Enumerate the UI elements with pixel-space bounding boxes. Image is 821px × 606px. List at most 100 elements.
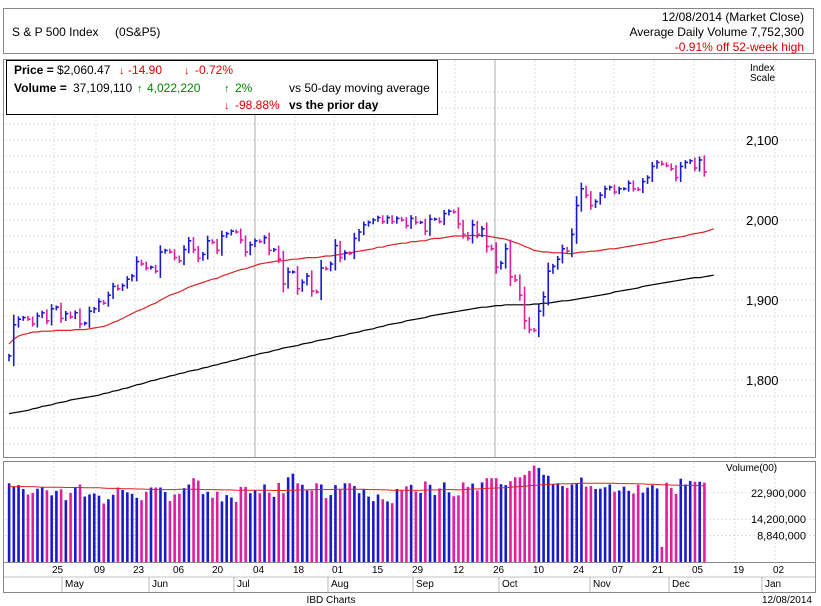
price-bar: [627, 180, 632, 192]
volume-bar: [684, 484, 687, 562]
price-bar: [296, 265, 301, 295]
volume-bar: [565, 487, 569, 562]
volume-bar: [584, 486, 588, 562]
volume-bar: [461, 482, 465, 562]
price-bar: [679, 161, 684, 183]
x-day-label: 19: [733, 565, 745, 576]
price-bar: [414, 216, 419, 225]
volume-bar: [277, 482, 281, 562]
x-day-label: 29: [412, 565, 424, 576]
volume-bar: [130, 493, 134, 562]
volume-bar: [338, 489, 342, 562]
price-bar: [50, 304, 55, 326]
volume-bar: [149, 487, 153, 562]
price-bar: [362, 221, 367, 236]
price-bar: [225, 231, 230, 238]
source-label: IBD Charts: [307, 595, 356, 606]
volume-bar: [258, 493, 262, 562]
volume-bar: [409, 484, 413, 562]
price-change: -14.90: [128, 63, 162, 77]
price-bar: [400, 216, 405, 222]
price-bar: [320, 259, 324, 301]
volume-bar: [74, 486, 77, 562]
volume-ma-up-arrow-icon: ↑: [224, 83, 230, 95]
price-bar: [254, 238, 258, 248]
price-tick-label: 2,000: [746, 213, 779, 228]
volume-bar: [433, 495, 437, 562]
volume-bar: [395, 489, 399, 562]
price-bar: [64, 311, 69, 321]
volume-bars: [7, 465, 706, 562]
price-bar: [31, 316, 36, 327]
price-bar: [519, 274, 523, 301]
volume-bar: [178, 493, 181, 562]
volume-bar: [679, 478, 683, 562]
price-bar: [83, 321, 88, 326]
price-bar: [504, 243, 509, 269]
y-axis: 1,800 1,900 2,000 2,100 22,900,000 14,200,000…: [746, 133, 806, 542]
volume-bar: [542, 474, 545, 562]
price-bar: [694, 157, 698, 172]
index-scale-label-2: Scale: [750, 73, 775, 84]
price-bar: [282, 250, 286, 293]
price-bar: [8, 353, 12, 362]
x-axis: 25 09 23 06 20 04 18 01 15 29 12 26 10 24 07 21 05 19 02 Ma…: [4, 565, 815, 592]
price-bar: [197, 245, 201, 263]
volume-bar: [159, 487, 162, 562]
avg-volume-line: Average Daily Volume 7,752,300: [629, 25, 804, 39]
price-bar: [613, 184, 618, 195]
volume-prior-down-arrow-icon: ↓: [224, 100, 230, 112]
price-bar: [221, 230, 225, 256]
price-bar: [145, 261, 149, 271]
price-bar: [561, 244, 566, 264]
volume-label: Volume =: [14, 81, 67, 95]
price-bar: [187, 237, 192, 254]
price-bar: [159, 245, 163, 278]
volume-up-arrow-icon: ↑: [137, 83, 143, 95]
x-day-label: 10: [533, 565, 545, 576]
volume-bar: [353, 486, 356, 562]
volume-bar: [471, 483, 474, 562]
volume-bar: [556, 483, 560, 562]
volume-bar: [211, 497, 214, 562]
volume-bar: [390, 503, 394, 562]
price-bar: [703, 155, 707, 177]
price-bar: [140, 259, 145, 266]
price-bar: [69, 311, 74, 319]
volume-bar: [348, 483, 351, 562]
volume-bar: [296, 483, 299, 562]
volume-bar: [419, 492, 422, 562]
price-bar: [126, 276, 130, 289]
volume-bar: [400, 489, 403, 562]
price-bar: [495, 242, 499, 274]
stats-box: [6, 60, 438, 115]
price-bar: [79, 308, 83, 329]
price-pct-down-arrow-icon: ↓: [184, 65, 190, 77]
price-tick-label: 1,900: [746, 293, 779, 308]
price-bar: [131, 273, 135, 282]
volume-bar: [532, 465, 536, 562]
volume-bar: [693, 481, 697, 562]
price-bar: [448, 209, 452, 216]
x-day-label: 25: [52, 565, 64, 576]
price-bar: [670, 163, 674, 171]
price-bar: [273, 248, 277, 252]
price-bar: [665, 162, 670, 168]
volume-bar: [660, 546, 664, 562]
price-bar: [230, 229, 234, 236]
volume-bar: [225, 495, 228, 562]
price-bar: [642, 178, 646, 194]
price-bar: [301, 279, 305, 292]
volume-bar: [173, 494, 176, 562]
price-bar: [60, 302, 64, 323]
volume-bar: [116, 487, 120, 562]
price-bar: [462, 219, 466, 239]
x-day-label: 20: [212, 565, 224, 576]
x-month-label: Aug: [331, 579, 349, 590]
volume-bar: [201, 494, 205, 562]
price-bar: [315, 289, 320, 294]
price-bar: [523, 286, 528, 330]
index-title: S & P 500 Index: [12, 25, 99, 39]
x-day-label: 15: [372, 565, 384, 576]
volume-bar: [651, 485, 654, 562]
